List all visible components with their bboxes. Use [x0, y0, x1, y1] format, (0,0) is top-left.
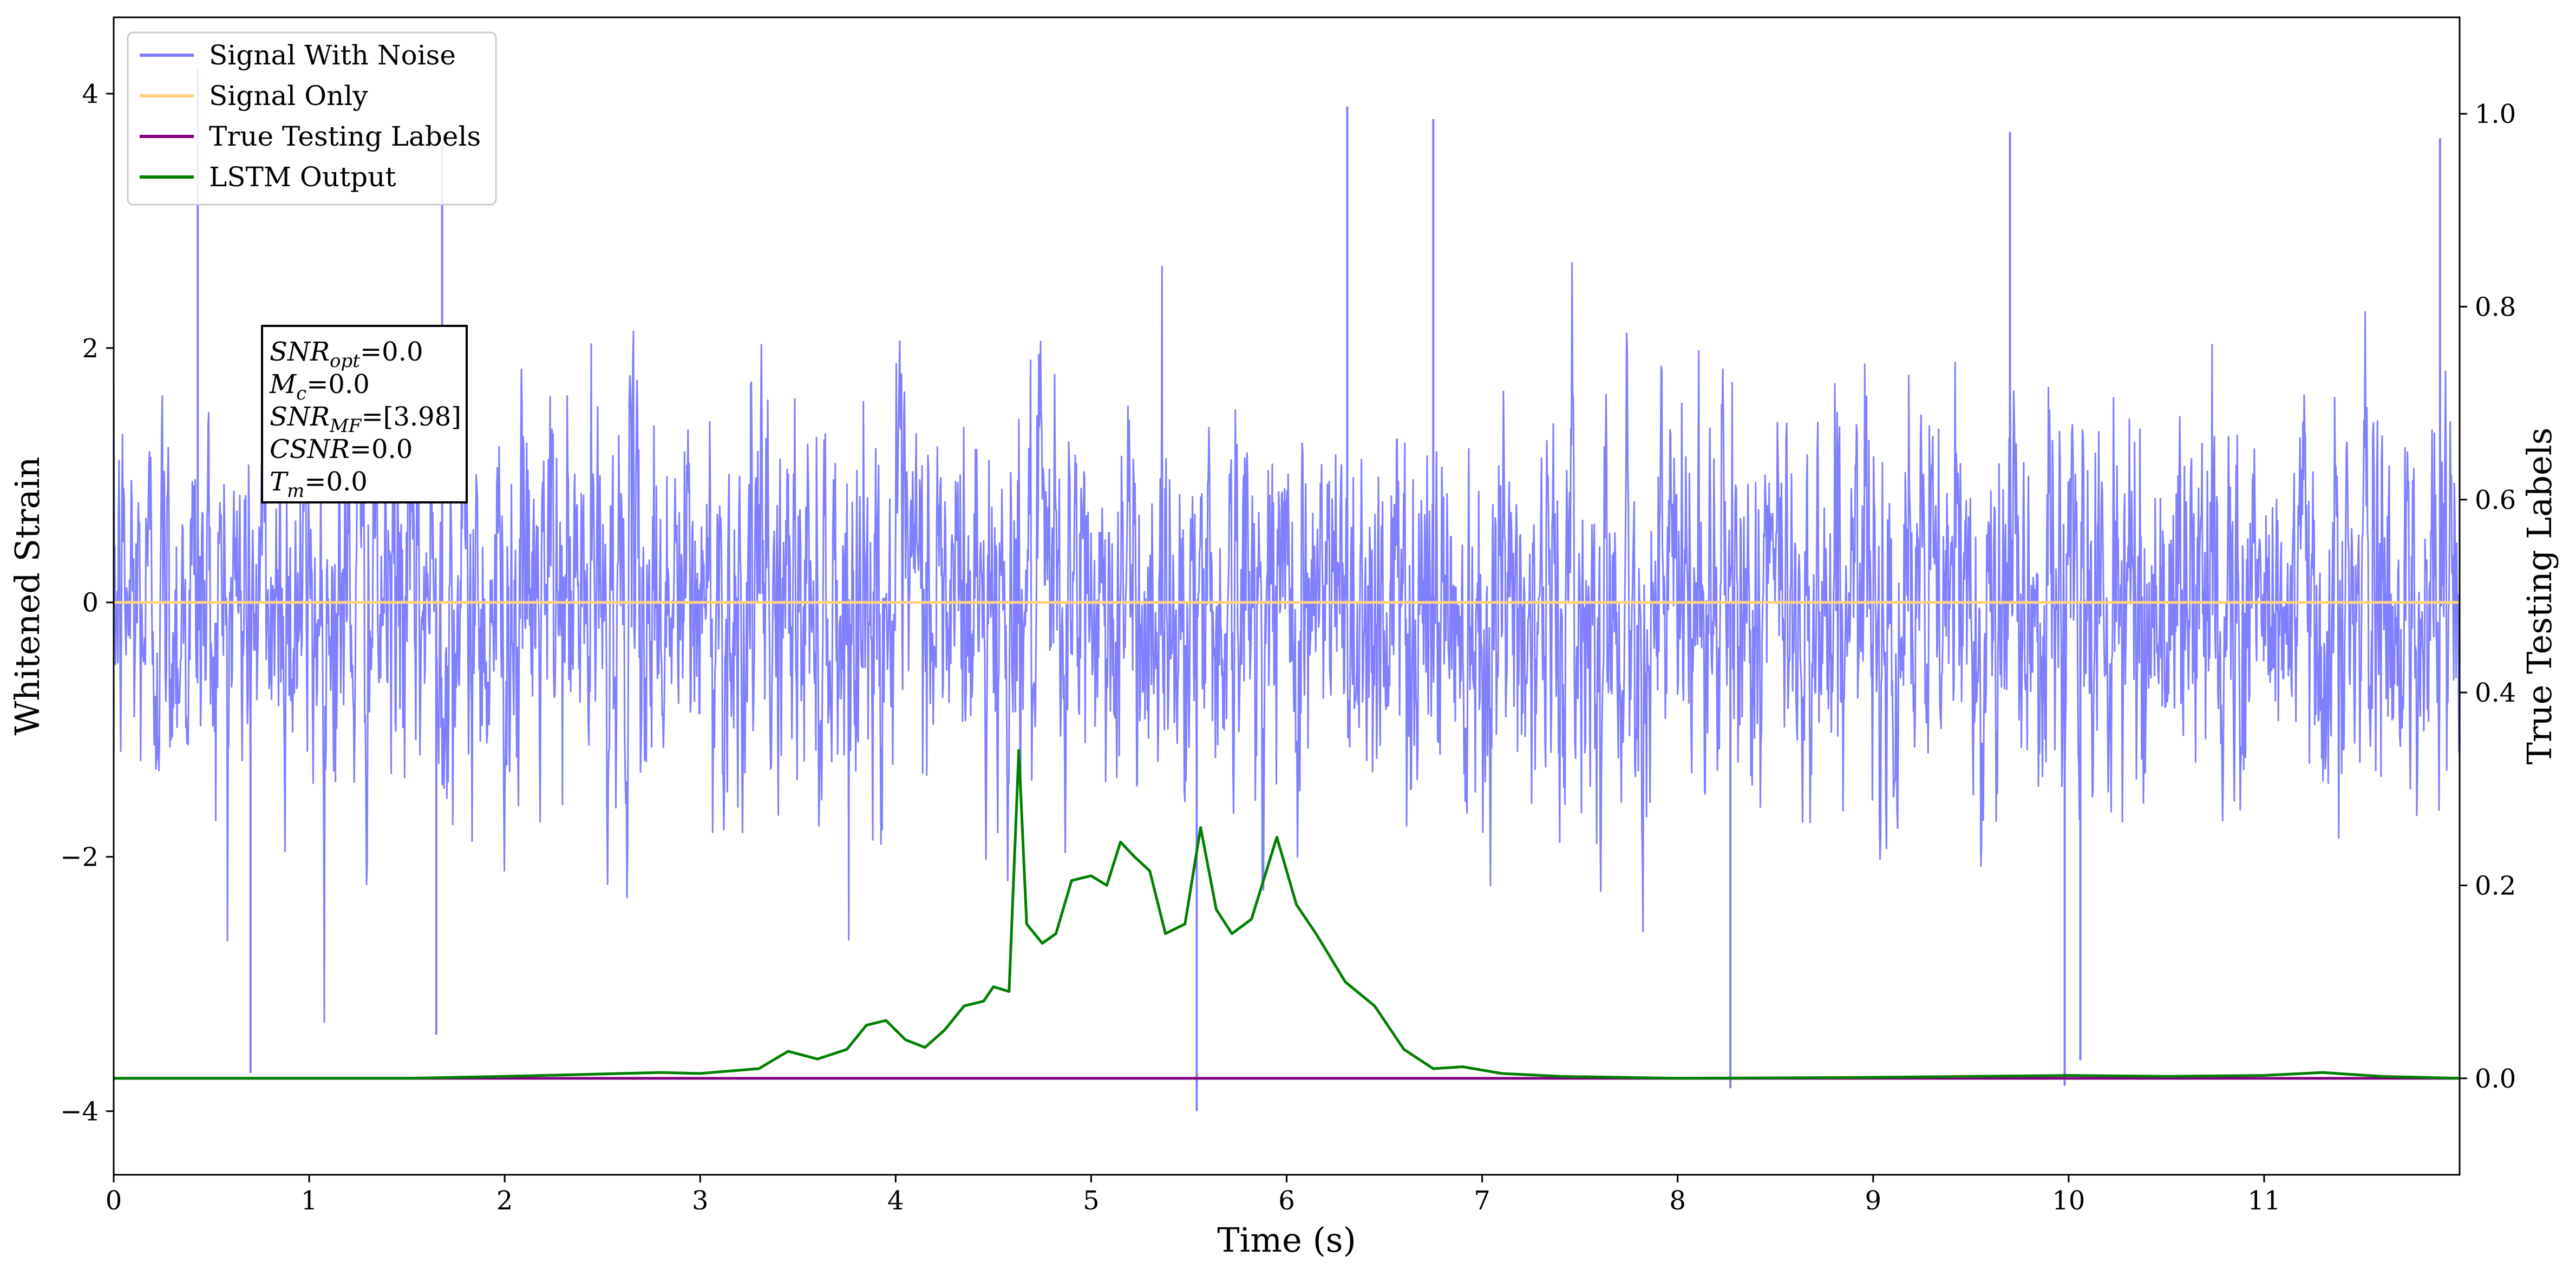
x-tick-label: 11 [2247, 1186, 2280, 1216]
x-tick-label: 5 [1083, 1186, 1100, 1216]
series-group [114, 68, 2460, 1111]
y-left-tick-label: 2 [82, 333, 99, 364]
x-tick-label: 9 [1865, 1186, 1881, 1216]
x-tick-label: 10 [2052, 1186, 2085, 1216]
annotation-symbol: CSNR [270, 434, 350, 464]
y-left-axis-label: Whitened Strain [8, 457, 47, 736]
x-tick-label: 4 [887, 1186, 904, 1216]
y-left-tick-label: 0 [82, 588, 99, 618]
x-tick-label: 2 [496, 1186, 513, 1216]
annotation-line: SNRopt=0.0 [270, 337, 423, 372]
annotation-line: Mc=0.0 [269, 369, 370, 404]
annotation-symbol: T [270, 467, 289, 497]
plot-area [114, 68, 2460, 1111]
annotation-subscript: MF [329, 415, 362, 437]
series-lstm-output [114, 749, 2460, 1080]
x-tick-label: 3 [692, 1186, 709, 1216]
annotation-value: =0.0 [360, 337, 423, 367]
annotation-value: =[3.98] [361, 402, 461, 432]
legend-label: True Testing Labels [209, 121, 481, 152]
annotation-symbol: SNR [270, 402, 330, 432]
y-left-tick-label: −4 [60, 1097, 99, 1127]
y-right-tick-label: 0.6 [2475, 485, 2516, 515]
annotation-value: =0.0 [350, 434, 413, 464]
legend-label: LSTM Output [209, 161, 396, 193]
annotation-symbol: M [269, 369, 297, 400]
axes: 0 1 2 3 4 5 6 7 8 9 10 11 4 2 0 −2 −4 1.0 0.8 0.6 0.4 0.2 0.0 T… [8, 16, 2559, 1260]
annotation-line: CSNR=0.0 [270, 434, 413, 464]
parameter-annotation-box: SNRopt=0.0Mc=0.0SNRMF=[3.98]CSNR=0.0Tm=0… [261, 325, 468, 503]
x-tick-label: 6 [1278, 1186, 1295, 1216]
y-left-tick-label: 4 [82, 79, 99, 109]
y-right-tick-label: 1.0 [2475, 99, 2516, 129]
legend-box [127, 31, 497, 206]
legend-label: Signal Only [209, 80, 368, 112]
y-right-tick-label: 0.2 [2475, 871, 2516, 901]
y-right-tick-label: 0.4 [2475, 678, 2516, 708]
legend-label: Signal With Noise [209, 40, 456, 71]
annotation-value: =0.0 [304, 467, 368, 497]
annotation-line: Tm=0.0 [270, 467, 368, 502]
annotation-subscript: c [296, 383, 306, 404]
annotation-symbol: SNR [270, 337, 330, 367]
x-tick-label: 1 [301, 1186, 318, 1216]
annotation-value: =0.0 [306, 369, 370, 400]
x-tick-label: 7 [1474, 1186, 1490, 1216]
x-axis-label: Time (s) [1217, 1220, 1356, 1260]
y-right-axis-label: True Testing Labels [2520, 428, 2559, 765]
series-signal-with-noise [114, 262, 2460, 1023]
x-tick-label: 0 [106, 1186, 122, 1216]
annotation-subscript: opt [330, 350, 360, 372]
y-left-tick-label: −2 [60, 842, 99, 873]
annotation-subscript: m [287, 480, 304, 502]
annotation-line: SNRMF=[3.98] [270, 402, 461, 437]
y-right-tick-label: 0.0 [2475, 1064, 2516, 1094]
y-right-tick-label: 0.8 [2475, 292, 2516, 323]
annotation-frame [261, 325, 468, 503]
legend: Signal With Noise Signal Only True Testing… [127, 31, 497, 206]
x-tick-label: 8 [1669, 1186, 1686, 1216]
